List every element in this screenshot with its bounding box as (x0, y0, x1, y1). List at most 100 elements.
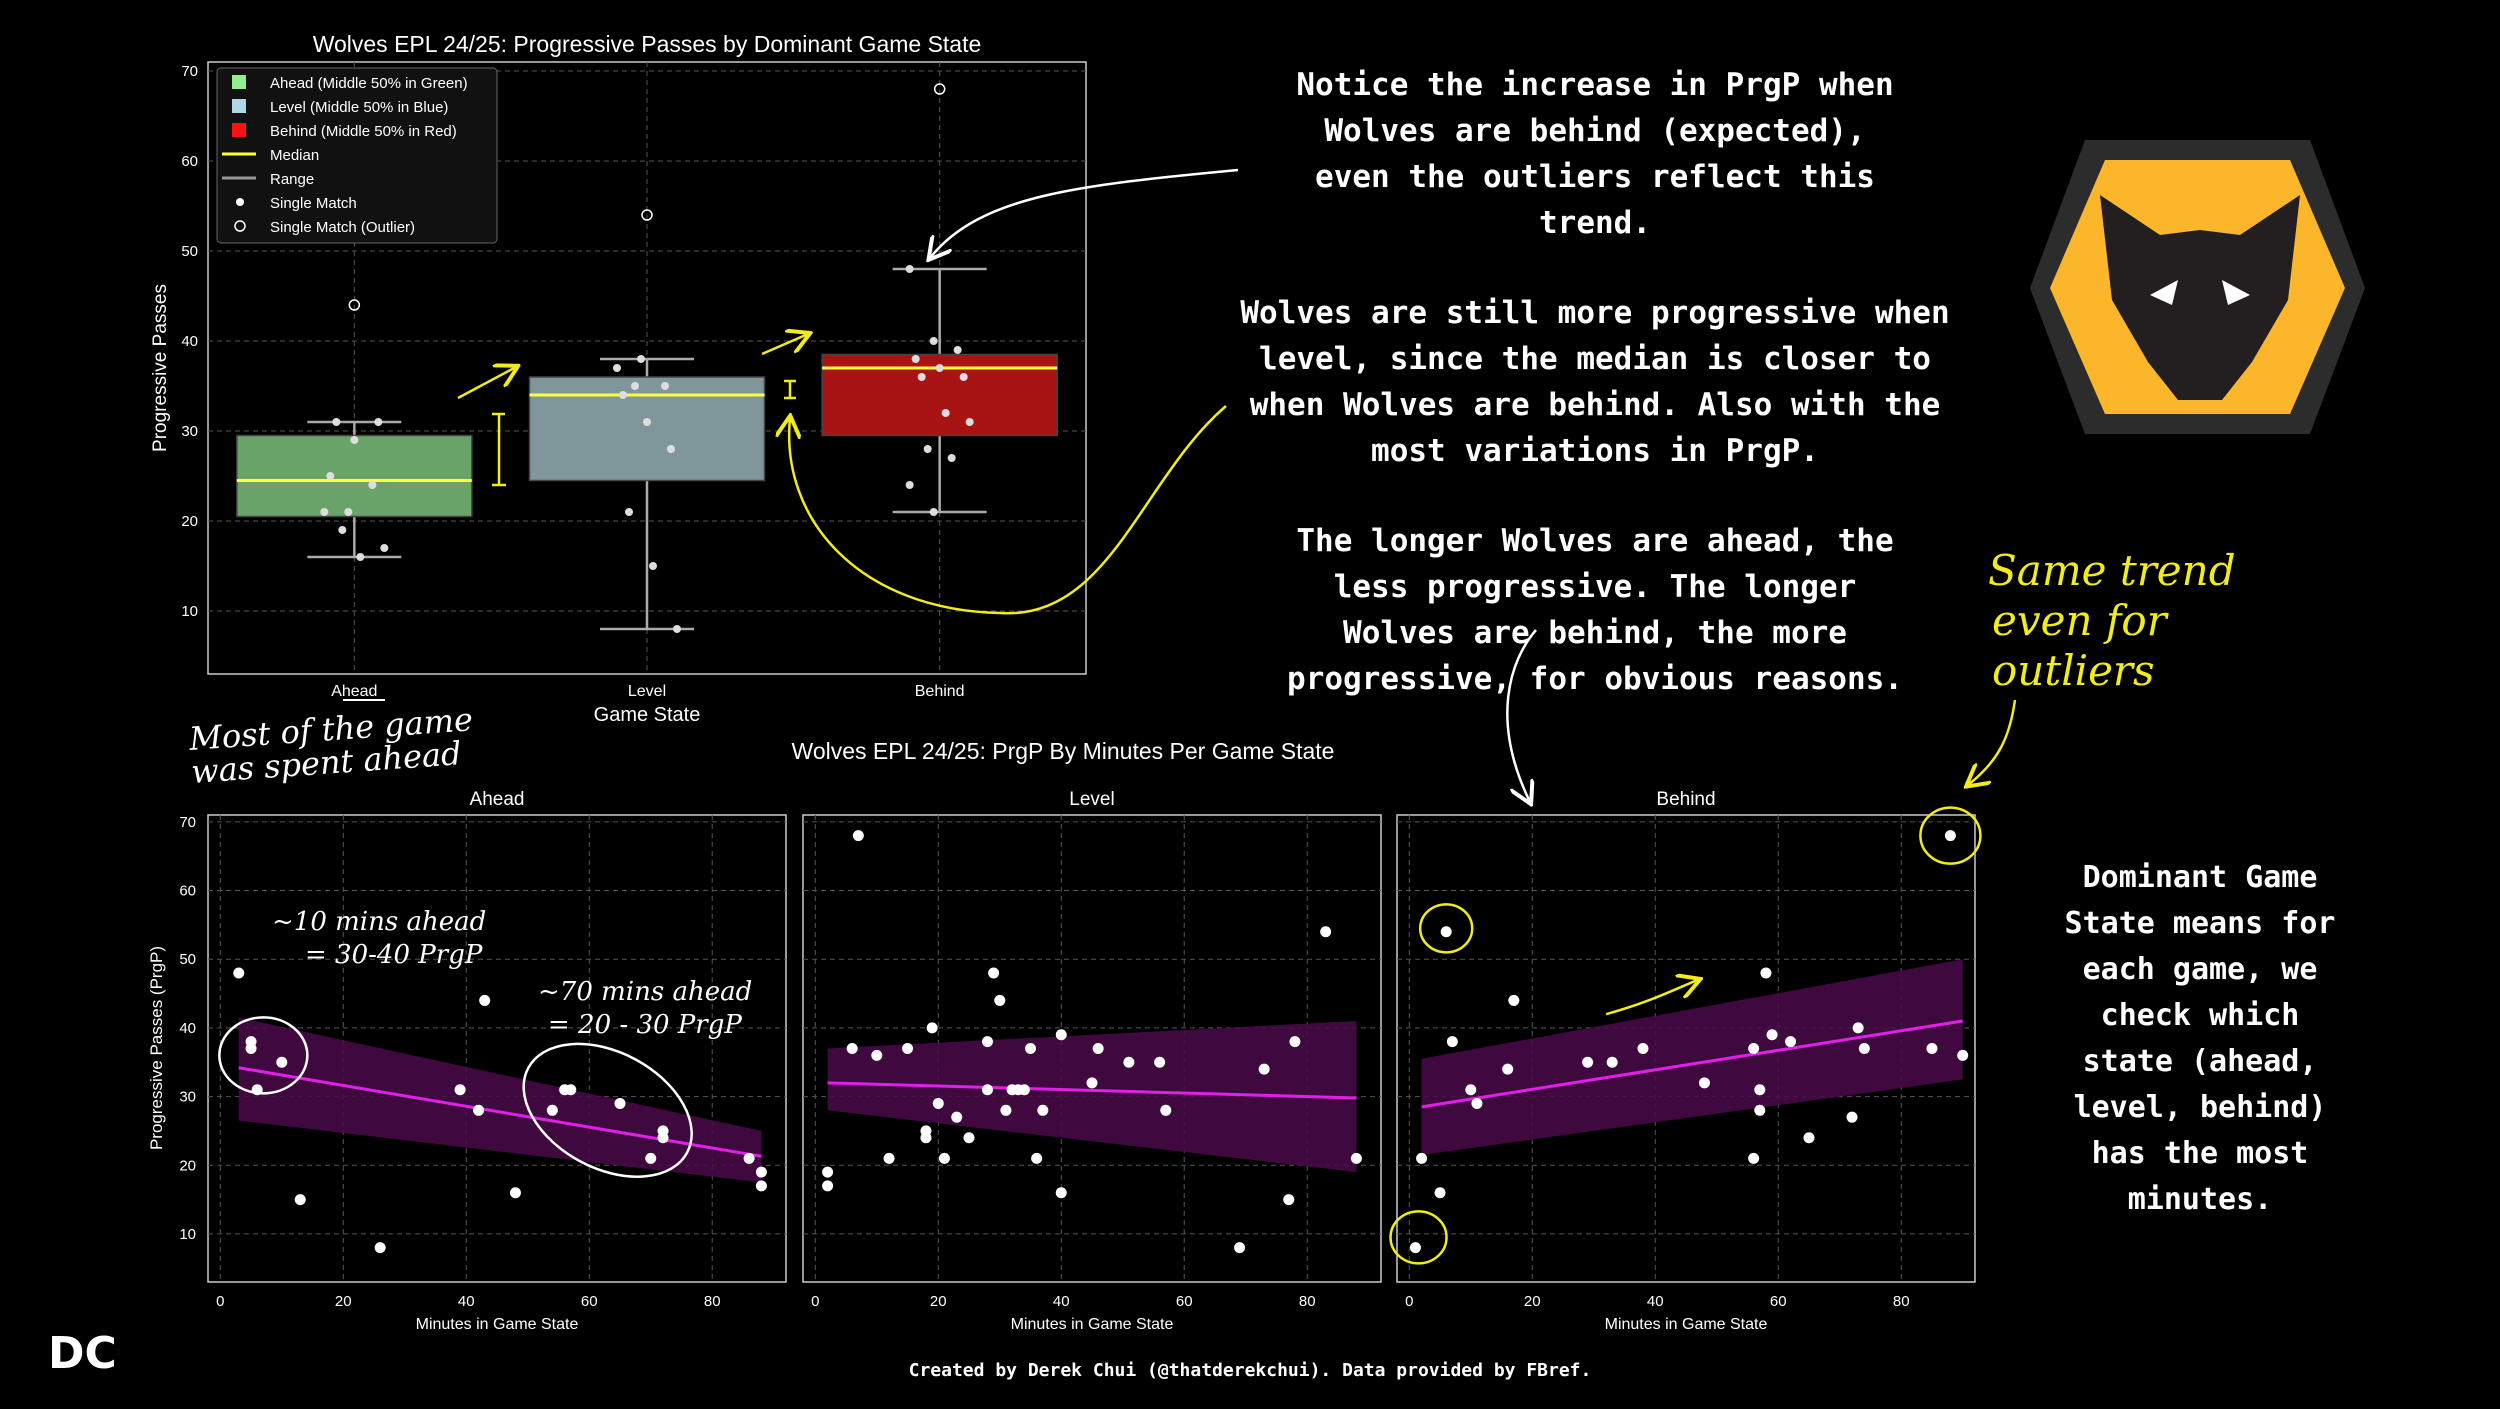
match-point (1086, 1077, 1098, 1089)
regression-line (238, 1066, 762, 1158)
x-tick-label: 40 (458, 1293, 475, 1310)
single-match-point (905, 265, 914, 273)
x-tick-label: 0 (1405, 1293, 1413, 1310)
single-match-point (344, 508, 353, 516)
single-match-point (619, 391, 627, 399)
match-point (1698, 1077, 1710, 1089)
match-point (1852, 1022, 1864, 1034)
x-tick-label: 80 (1893, 1293, 1910, 1310)
match-point (755, 1180, 767, 1192)
note-behind-increase: Notice the increase in PrgP when Wolves … (1296, 67, 1894, 241)
x-tick-label: 60 (1770, 1293, 1787, 1310)
match-point (994, 994, 1006, 1006)
match-point (1409, 1242, 1421, 1254)
match-point (1289, 1036, 1301, 1048)
box-iqr (236, 434, 473, 518)
arrow-upward-trend (1605, 980, 1698, 1016)
match-point (1416, 1152, 1428, 1164)
note-level-progressive: Wolves are still more progressive when l… (1240, 295, 1950, 469)
legend-swatch-level (232, 99, 246, 113)
facet-y-label: Progressive Passes (PrgP) (147, 946, 166, 1150)
match-point (1748, 1043, 1760, 1054)
match-point (546, 1104, 558, 1116)
box-ahead (236, 299, 473, 561)
box-plot-x-ticks: Ahead Level Behind (331, 683, 964, 700)
match-point (1025, 1043, 1037, 1054)
match-point (245, 1043, 257, 1054)
match-point (822, 1166, 834, 1178)
match-point (479, 994, 491, 1006)
match-point (988, 967, 1000, 979)
y-tick-label: 30 (181, 423, 198, 440)
box-plot-y-ticks: 10 20 30 40 50 60 70 (181, 63, 198, 620)
legend-item-range: Range (270, 171, 314, 188)
single-match-point (637, 355, 645, 363)
regression-confidence-band (1421, 959, 1963, 1155)
note-same-trend-line2: even for (1992, 596, 2170, 645)
y-tick-label: 20 (179, 1157, 196, 1174)
match-point (1754, 1084, 1766, 1096)
single-match-point (953, 346, 962, 354)
box-plot-x-label: Game State (594, 704, 701, 726)
match-point (822, 1180, 834, 1192)
single-match-point (368, 481, 377, 489)
single-match-point (356, 553, 365, 561)
match-point (1092, 1043, 1104, 1054)
y-tick-label: 10 (181, 603, 198, 620)
single-match-point (374, 418, 383, 426)
facet-title: Level (1069, 789, 1114, 810)
note-70-mins-line1: ~70 mins ahead (538, 977, 752, 1007)
facet-panel-ahead: Ahead 10 20 30 40 50 60 70 0 20 40 60 80 Minutes in G… (179, 789, 787, 1333)
facet-panel-behind: Behind 0 20 40 60 80 Minutes in Game State (1389, 789, 1982, 1333)
box-plot-y-label: Progressive Passes (150, 284, 171, 452)
x-tick-label: 60 (1176, 1293, 1193, 1310)
match-point (1926, 1043, 1938, 1054)
y-tick-label: 10 (179, 1226, 196, 1243)
single-match-point (965, 418, 974, 426)
single-match-point (625, 508, 633, 516)
single-match-point (941, 409, 950, 417)
single-match-point (929, 508, 938, 516)
facet-panel-level: Level 0 20 40 60 80 Minutes in Game State (802, 789, 1382, 1333)
match-point (614, 1097, 626, 1109)
y-tick-label: 60 (181, 153, 198, 170)
match-point (1446, 1036, 1458, 1048)
arrow-ahead-to-level (457, 367, 516, 400)
legend-swatch-outlier (234, 220, 246, 232)
arrow-note-longer-to-behind-panel (1506, 629, 1537, 802)
x-tick-label: Ahead (331, 683, 377, 700)
x-tick-label: Level (628, 683, 666, 700)
regression-confidence-band (827, 1021, 1357, 1173)
highlight-circle-10-mins (218, 1016, 309, 1095)
match-point (963, 1132, 975, 1144)
regression-confidence-band (238, 1017, 762, 1183)
match-point (1018, 1084, 1030, 1096)
match-point (509, 1187, 521, 1199)
match-point (454, 1084, 466, 1096)
match-point (981, 1084, 993, 1096)
match-point (1258, 1063, 1270, 1075)
regression-line (1421, 1019, 1963, 1109)
match-point (1785, 1036, 1797, 1048)
single-match-point (917, 373, 926, 381)
note-70-mins-line2: = 20 - 30 PrgP (548, 1010, 742, 1040)
match-point (852, 830, 864, 842)
match-point (1606, 1056, 1618, 1068)
credit-line: Created by Derek Chui (@thatderekchui). … (908, 1360, 1592, 1381)
y-tick-label: 60 (179, 883, 196, 900)
gap-marker-ahead-level (492, 412, 506, 487)
match-point (926, 1022, 938, 1034)
facet-title: Behind (1656, 789, 1715, 810)
outlier-point (933, 83, 946, 95)
single-match-point (649, 562, 657, 570)
box-plot-boxes (236, 83, 1058, 633)
match-point (883, 1152, 895, 1164)
match-point (1471, 1097, 1483, 1109)
handwritten-notes: Most of the game was spent ahead ~10 min… (187, 546, 2236, 1040)
single-match-point (380, 544, 389, 552)
legend-swatch-behind (232, 123, 246, 137)
facet-x-label: Minutes in Game State (416, 1316, 579, 1333)
highlight-circle-outlier-high (1418, 903, 1474, 954)
wolf-eye-left (2150, 280, 2178, 305)
match-point (871, 1049, 883, 1061)
